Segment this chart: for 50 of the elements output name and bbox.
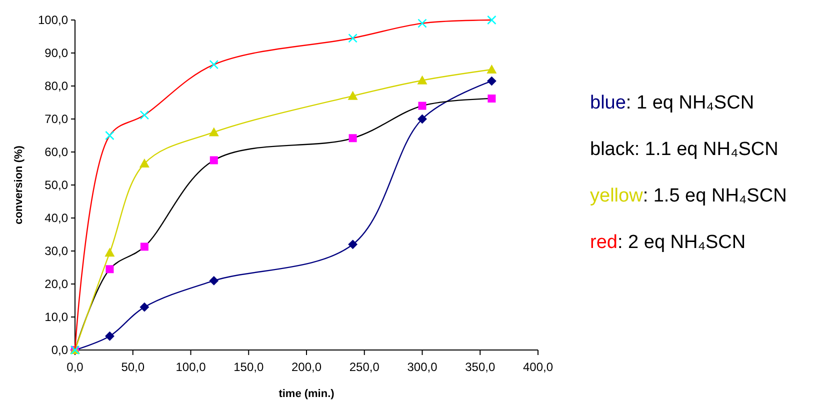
y-axis-title: conversion (%) bbox=[13, 145, 25, 224]
point bbox=[209, 60, 219, 70]
point bbox=[348, 240, 358, 249]
y-tick-label: 60,0 bbox=[44, 145, 68, 160]
point bbox=[418, 114, 427, 124]
point bbox=[140, 242, 148, 251]
point bbox=[486, 64, 497, 74]
x-tick-label: 150,0 bbox=[234, 360, 264, 374]
x-tick-label: 300,0 bbox=[407, 360, 438, 374]
y-tick-label: 90,0 bbox=[44, 46, 68, 60]
y-tick-label: 10,0 bbox=[44, 310, 68, 324]
point bbox=[105, 332, 114, 341]
y-tick-label: 50,0 bbox=[44, 178, 68, 192]
point bbox=[488, 94, 496, 103]
point bbox=[209, 276, 218, 286]
point bbox=[418, 18, 427, 28]
y-tick-label: 100,0 bbox=[38, 13, 68, 28]
text: yellow: 1.5 eq NH₄SCN bbox=[590, 186, 787, 207]
point bbox=[104, 248, 115, 257]
x-tick-label: 100,0 bbox=[176, 360, 206, 374]
point bbox=[348, 34, 358, 43]
y-tick-label: 40,0 bbox=[44, 211, 68, 226]
x-axis-title: time (min.) bbox=[278, 388, 335, 400]
y-tick-label: 20,0 bbox=[44, 277, 68, 292]
x-tick-label: 350,0 bbox=[465, 360, 496, 374]
point bbox=[487, 76, 496, 86]
x-tick-label: 200,0 bbox=[291, 360, 322, 374]
point bbox=[417, 75, 428, 84]
x-tick-label: 400,0 bbox=[522, 360, 554, 374]
y-tick-label: 80,0 bbox=[44, 79, 68, 94]
point bbox=[208, 127, 219, 136]
point bbox=[139, 158, 150, 168]
point bbox=[105, 130, 114, 140]
point bbox=[418, 102, 426, 110]
point bbox=[348, 134, 357, 142]
y-tick-label: 30,0 bbox=[44, 244, 68, 258]
text: red: 2 eq NH₄SCN bbox=[590, 232, 746, 254]
point bbox=[106, 265, 114, 274]
point bbox=[487, 15, 496, 25]
y-tick-label: 0,0 bbox=[51, 343, 68, 358]
text: black: 1.1 eq NH₄SCN bbox=[590, 139, 778, 160]
point bbox=[348, 90, 358, 100]
point bbox=[210, 156, 218, 164]
point bbox=[140, 110, 150, 120]
x-tick-label: 50,0 bbox=[121, 360, 145, 374]
x-tick-label: 250,0 bbox=[349, 360, 380, 374]
x-tick-label: 0,0 bbox=[66, 360, 84, 374]
y-tick-label: 70,0 bbox=[44, 112, 68, 126]
text: blue: 1 eq NH₄SCN bbox=[590, 92, 754, 114]
point bbox=[140, 302, 149, 312]
